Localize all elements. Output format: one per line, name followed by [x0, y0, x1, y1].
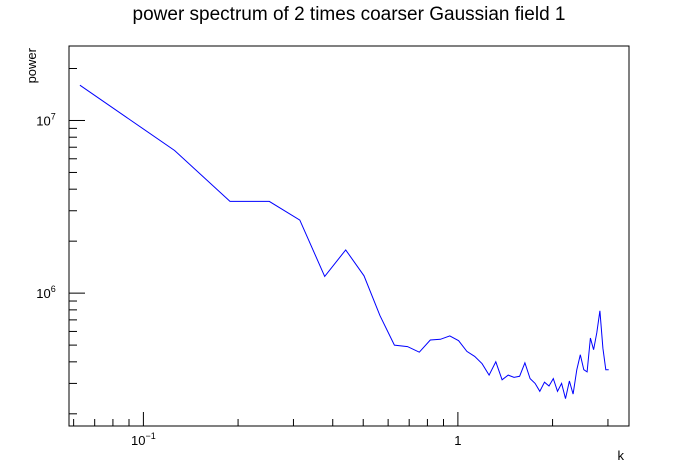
- y-axis-ticks: [69, 68, 85, 415]
- x-axis-label: k: [618, 448, 625, 463]
- x-tick-label: 1: [454, 433, 461, 448]
- y-axis-tick-labels: 106 107: [36, 111, 55, 301]
- y-tick-label: 107: [36, 111, 55, 128]
- series-line: [79, 84, 609, 399]
- x-axis-ticks: [73, 412, 609, 426]
- x-axis-tick-labels: 10−1 1: [131, 431, 461, 448]
- plot-frame: [68, 45, 630, 427]
- y-tick-label: 106: [36, 284, 55, 301]
- x-tick-label: 10−1: [131, 431, 156, 448]
- y-axis-label: power: [24, 47, 39, 83]
- chart-title: power spectrum of 2 times coarser Gaussi…: [132, 4, 566, 25]
